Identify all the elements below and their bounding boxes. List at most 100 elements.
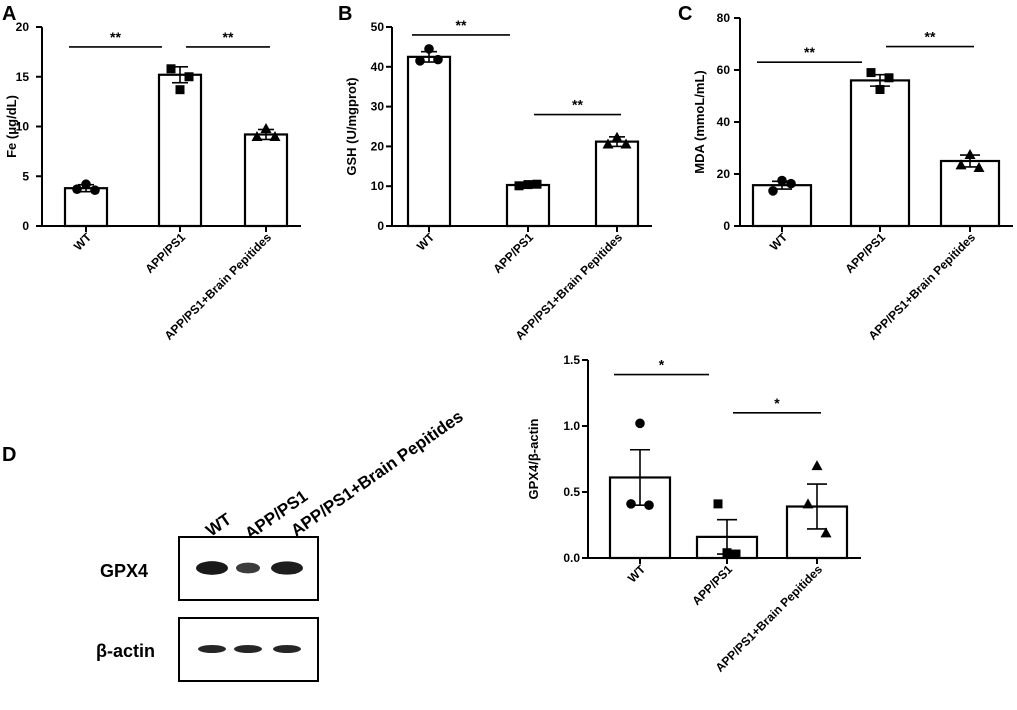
data-point bbox=[875, 85, 885, 94]
y-tick-label: 5 bbox=[22, 169, 29, 183]
data-point bbox=[620, 138, 632, 149]
blot-row-label-beta-actin: β-actin bbox=[96, 641, 155, 661]
data-point bbox=[768, 186, 778, 196]
category-label: APP/PS1+Brain Pepitides bbox=[866, 230, 979, 343]
data-point bbox=[866, 68, 876, 78]
data-point bbox=[626, 499, 636, 509]
chart-c: 0 20 40 60 80 MDA (mmoL/mL) WT APP/PS1APP/PS1+B… bbox=[692, 11, 1013, 343]
data-point bbox=[251, 130, 263, 141]
significance-label: ** bbox=[110, 29, 121, 45]
data-point bbox=[973, 162, 985, 172]
significance-label: * bbox=[774, 395, 780, 411]
data-point bbox=[424, 44, 434, 54]
y-tick-label: 20 bbox=[16, 20, 30, 34]
significance-label: * bbox=[659, 357, 665, 373]
panel-letter-a: A bbox=[2, 3, 16, 25]
y-tick-label: 0 bbox=[22, 219, 29, 233]
data-point bbox=[175, 85, 185, 95]
significance-label: ** bbox=[925, 29, 936, 45]
bar-2 bbox=[505, 183, 551, 228]
data-point bbox=[532, 179, 542, 189]
data-point bbox=[955, 159, 967, 170]
y-axis-label: Fe (μg/dL) bbox=[4, 95, 19, 158]
category-label: WT bbox=[625, 562, 649, 586]
bar-1 bbox=[406, 55, 452, 228]
data-point bbox=[811, 460, 823, 471]
bar-1 bbox=[751, 184, 813, 228]
y-tick-label: 50 bbox=[371, 20, 385, 34]
data-point bbox=[786, 178, 796, 189]
bar-3 bbox=[243, 133, 289, 228]
y-axis-label: MDA (mmoL/mL) bbox=[692, 70, 707, 174]
chart-d-quantification: 0.0 0.5 1.0 1.5 GPX4/β-actin WT APP/PS1APP/PS1… bbox=[526, 353, 861, 675]
data-point bbox=[166, 64, 176, 74]
significance-label: ** bbox=[804, 44, 815, 60]
data-point bbox=[611, 131, 623, 142]
category-label: WT bbox=[414, 230, 438, 254]
category-label: APP/PS1 bbox=[689, 562, 735, 608]
y-tick-label: 20 bbox=[371, 139, 385, 153]
blot-lane-label-treated: APP/PS1+Brain Pepitides bbox=[287, 407, 466, 540]
y-tick-label: 1.5 bbox=[563, 353, 580, 367]
data-point bbox=[514, 181, 524, 191]
panel-letter-d: D bbox=[2, 444, 16, 466]
y-tick-label: 0.0 bbox=[563, 551, 580, 565]
category-label: APP/PS1 bbox=[842, 230, 888, 276]
significance-label: ** bbox=[223, 29, 234, 45]
data-point bbox=[602, 138, 614, 149]
y-tick-label: 30 bbox=[371, 100, 385, 114]
blot-band bbox=[273, 645, 301, 653]
data-point bbox=[260, 122, 272, 133]
data-point bbox=[644, 500, 654, 511]
category-label: APP/PS1+Brain Pepitides bbox=[713, 562, 826, 675]
bar-2 bbox=[849, 79, 911, 228]
data-point bbox=[731, 549, 741, 559]
data-point bbox=[722, 548, 732, 558]
western-blot: WT APP/PS1 APP/PS1+Brain Pepitides GPX4 … bbox=[96, 407, 467, 682]
data-point bbox=[72, 184, 82, 194]
y-tick-label: 0.5 bbox=[563, 485, 580, 499]
data-point bbox=[415, 56, 425, 66]
category-label: APP/PS1 bbox=[490, 230, 536, 276]
chart-b: 0 10 20 30 40 50 GSH (U/mgprot) WT APP/PS1APP/PS… bbox=[344, 17, 652, 343]
data-point bbox=[433, 54, 443, 65]
y-tick-label: 10 bbox=[371, 179, 385, 193]
data-point bbox=[184, 72, 194, 82]
data-point bbox=[713, 499, 723, 509]
y-axis-label: GPX4/β-actin bbox=[526, 418, 541, 499]
data-point bbox=[884, 73, 894, 83]
panel-letter-c: C bbox=[678, 3, 692, 25]
blot-band bbox=[198, 645, 226, 653]
y-tick-label: 20 bbox=[717, 167, 731, 181]
category-label: WT bbox=[71, 230, 95, 254]
y-tick-label: 60 bbox=[717, 63, 731, 77]
data-point bbox=[90, 185, 100, 195]
y-tick-label: 15 bbox=[16, 70, 30, 84]
category-label: APP/PS1 bbox=[142, 230, 188, 276]
bar-3 bbox=[594, 140, 640, 228]
blot-row-label-gpx4: GPX4 bbox=[100, 561, 148, 581]
bar-2 bbox=[157, 73, 203, 228]
data-point bbox=[523, 180, 533, 190]
blot-band bbox=[196, 561, 228, 575]
y-axis-label: GSH (U/mgprot) bbox=[344, 77, 359, 175]
panel-letter-b: B bbox=[338, 3, 352, 25]
blot-band bbox=[236, 562, 260, 574]
data-point bbox=[964, 149, 976, 159]
data-point bbox=[777, 175, 787, 186]
y-tick-label: 40 bbox=[371, 60, 385, 74]
y-tick-label: 80 bbox=[717, 11, 731, 25]
y-tick-label: 0 bbox=[723, 219, 730, 233]
data-point bbox=[802, 498, 814, 509]
category-label: WT bbox=[767, 230, 791, 254]
y-tick-label: 40 bbox=[717, 115, 731, 129]
data-point bbox=[635, 418, 645, 429]
significance-label: ** bbox=[572, 97, 583, 113]
significance-label: ** bbox=[456, 17, 467, 33]
data-point bbox=[269, 130, 281, 141]
y-tick-label: 0 bbox=[377, 219, 384, 233]
blot-lane-label-wt: WT bbox=[202, 509, 235, 540]
bar-1 bbox=[63, 187, 109, 228]
